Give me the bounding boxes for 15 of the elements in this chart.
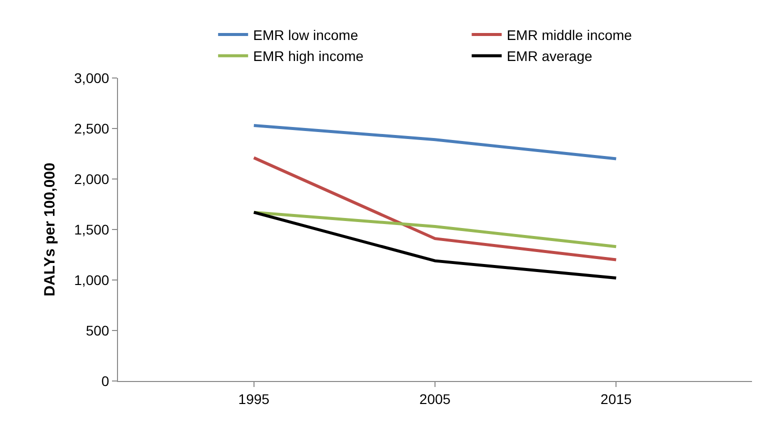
x-tick-label: 2015 xyxy=(600,390,632,407)
legend-label: EMR average xyxy=(506,48,593,64)
y-tick-label: 2,500 xyxy=(74,120,110,136)
y-axis-title: DALYs per 100,000 xyxy=(41,162,58,296)
x-tick-label: 2005 xyxy=(419,390,451,407)
legend-label: EMR high income xyxy=(253,48,364,64)
y-tick-label: 3,000 xyxy=(74,70,110,86)
x-tick-label: 1995 xyxy=(238,390,270,407)
y-tick-label: 1,000 xyxy=(74,272,110,288)
legend-label: EMR low income xyxy=(253,27,358,43)
y-tick-label: 0 xyxy=(101,372,110,389)
y-tick-label: 2,000 xyxy=(74,170,110,187)
y-tick-label: 500 xyxy=(86,322,110,338)
legend-label: EMR middle income xyxy=(506,27,632,43)
y-tick-label: 1,500 xyxy=(74,221,110,238)
